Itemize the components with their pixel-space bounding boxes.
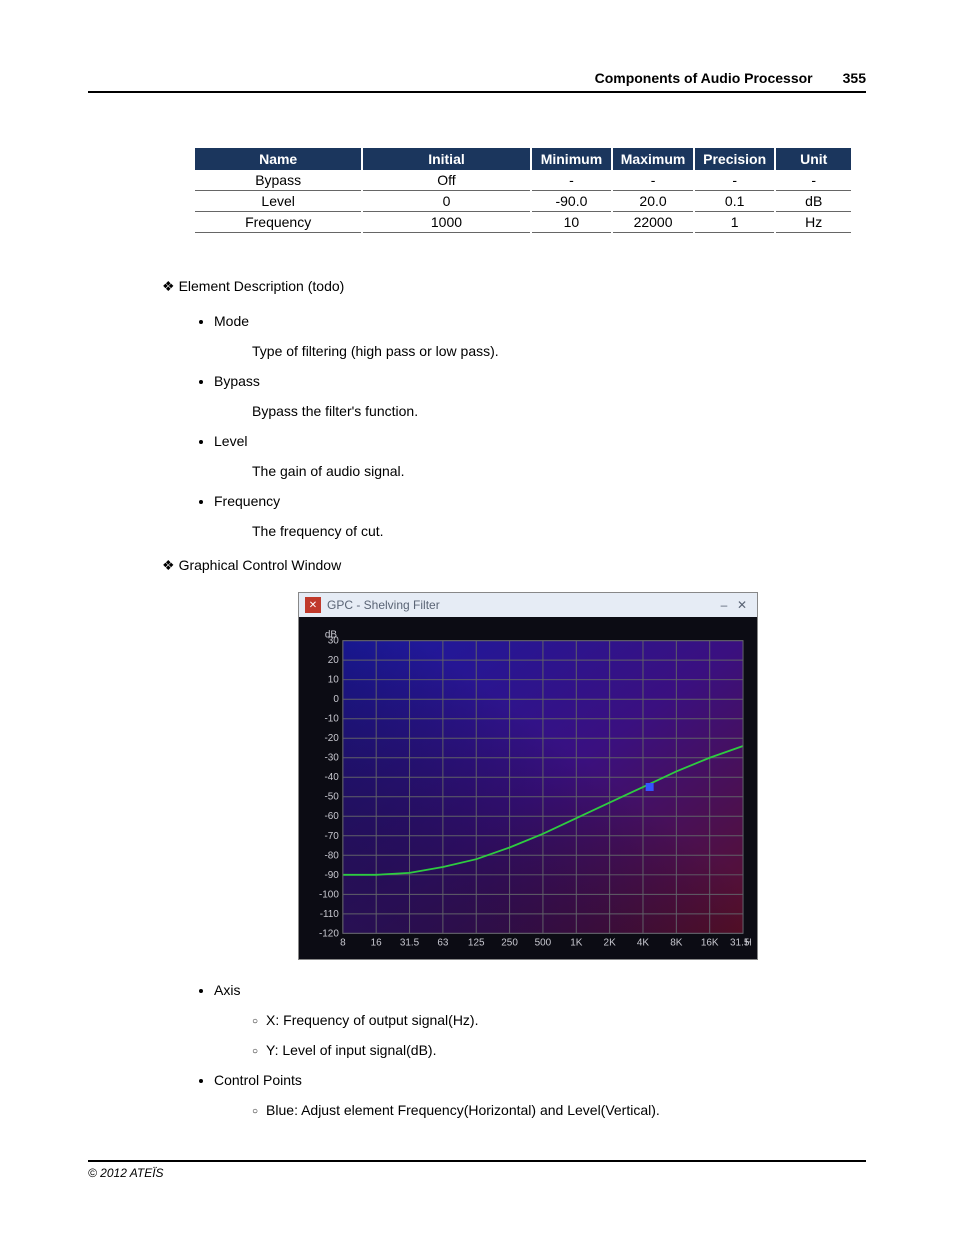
table-cell: -: [694, 170, 776, 191]
element-term: Level: [214, 433, 247, 449]
col-minimum: Minimum: [531, 149, 613, 170]
axis-item: Axis X: Frequency of output signal(Hz).Y…: [214, 982, 866, 1058]
col-initial: Initial: [362, 149, 530, 170]
app-icon: ✕: [305, 597, 321, 613]
svg-text:8K: 8K: [670, 937, 683, 948]
page-header: Components of Audio Processor 355: [88, 70, 866, 93]
element-term: Frequency: [214, 493, 280, 509]
col-name: Name: [194, 149, 362, 170]
element-item: Frequency The frequency of cut.: [214, 493, 866, 539]
close-button[interactable]: ✕: [733, 598, 751, 612]
svg-text:0: 0: [333, 694, 339, 705]
table-cell: Bypass: [194, 170, 362, 191]
svg-text:31.5: 31.5: [400, 937, 420, 948]
axis-subitem: Y: Level of input signal(dB).: [252, 1042, 866, 1058]
page-footer: © 2012 ATEÏS: [88, 1160, 866, 1180]
svg-text:-40: -40: [324, 772, 339, 783]
svg-text:20: 20: [328, 655, 340, 666]
col-precision: Precision: [694, 149, 776, 170]
element-desc: The frequency of cut.: [252, 523, 866, 539]
col-unit: Unit: [775, 149, 852, 170]
table-row: Level0-90.020.00.1dB: [194, 191, 852, 212]
axis-sublist: X: Frequency of output signal(Hz). Y: Lev…: [252, 1012, 866, 1058]
svg-text:-20: -20: [324, 733, 339, 744]
svg-text:-80: -80: [324, 850, 339, 861]
table-cell: 22000: [612, 212, 694, 233]
diamond-icon: ❖: [162, 278, 175, 294]
svg-text:-30: -30: [324, 753, 339, 764]
svg-text:-120: -120: [319, 928, 339, 939]
minimize-button[interactable]: –: [715, 598, 733, 612]
axis-subitem: X: Frequency of output signal(Hz).: [252, 1012, 866, 1028]
table-cell: -: [531, 170, 613, 191]
svg-text:16: 16: [371, 937, 383, 948]
chart-window: ✕ GPC - Shelving Filter – ✕ 3020100-10-2…: [298, 592, 758, 960]
svg-text:-110: -110: [320, 909, 340, 920]
copyright: © 2012 ATEÏS: [88, 1166, 164, 1180]
table-cell: 1000: [362, 212, 530, 233]
element-item: Level The gain of audio signal.: [214, 433, 866, 479]
svg-text:4K: 4K: [637, 937, 650, 948]
svg-text:2K: 2K: [604, 937, 617, 948]
table-cell: 20.0: [612, 191, 694, 212]
svg-text:dB: dB: [325, 630, 338, 641]
svg-text:-50: -50: [324, 792, 339, 803]
chart-body: 3020100-10-20-30-40-50-60-70-80-90-100-1…: [299, 617, 757, 959]
element-term: Bypass: [214, 373, 260, 389]
element-item: Bypass Bypass the filter's function.: [214, 373, 866, 419]
table-cell: 1: [694, 212, 776, 233]
svg-text:-70: -70: [324, 831, 339, 842]
chart-titlebar: ✕ GPC - Shelving Filter – ✕: [299, 593, 757, 617]
element-term: Mode: [214, 313, 249, 329]
control-points-subitem: Blue: Adjust element Frequency(Horizonta…: [252, 1102, 866, 1118]
svg-text:-10: -10: [324, 714, 339, 725]
table-cell: dB: [775, 191, 852, 212]
svg-text:8: 8: [340, 937, 346, 948]
control-points-sublist: Blue: Adjust element Frequency(Horizonta…: [252, 1102, 866, 1118]
element-description-list: ModeType of filtering (high pass or low …: [214, 313, 866, 539]
svg-text:500: 500: [535, 937, 552, 948]
control-points-item: Control Points Blue: Adjust element Freq…: [214, 1072, 866, 1118]
filter-chart[interactable]: 3020100-10-20-30-40-50-60-70-80-90-100-1…: [305, 623, 751, 953]
table-cell: 10: [531, 212, 613, 233]
element-desc: Type of filtering (high pass or low pass…: [252, 343, 866, 359]
header-page-number: 355: [843, 70, 866, 86]
table-header-row: Name Initial Minimum Maximum Precision U…: [194, 149, 852, 170]
svg-text:-100: -100: [319, 889, 339, 900]
svg-text:63: 63: [437, 937, 449, 948]
svg-text:10: 10: [328, 675, 340, 686]
svg-text:-60: -60: [324, 811, 339, 822]
svg-text:250: 250: [501, 937, 518, 948]
table-cell: -: [612, 170, 694, 191]
svg-text:Hz: Hz: [745, 937, 751, 948]
table-cell: 0: [362, 191, 530, 212]
diamond-icon: ❖: [162, 557, 175, 573]
element-description-heading: ❖Element Description (todo): [162, 278, 866, 295]
table-cell: Hz: [775, 212, 852, 233]
graphical-control-heading: ❖Graphical Control Window: [162, 557, 866, 574]
svg-text:16K: 16K: [701, 937, 719, 948]
table-cell: Level: [194, 191, 362, 212]
table-cell: 0.1: [694, 191, 776, 212]
header-title: Components of Audio Processor: [595, 70, 813, 86]
table-row: BypassOff----: [194, 170, 852, 191]
table-cell: -: [775, 170, 852, 191]
element-item: ModeType of filtering (high pass or low …: [214, 313, 866, 359]
col-maximum: Maximum: [612, 149, 694, 170]
table-row: Frequency100010220001Hz: [194, 212, 852, 233]
table-cell: -90.0: [531, 191, 613, 212]
table-cell: Frequency: [194, 212, 362, 233]
svg-text:-90: -90: [324, 870, 339, 881]
svg-text:125: 125: [468, 937, 485, 948]
element-desc: Bypass the filter's function.: [252, 403, 866, 419]
chart-explanation-list: Axis X: Frequency of output signal(Hz).Y…: [214, 982, 866, 1118]
element-desc: The gain of audio signal.: [252, 463, 866, 479]
table-cell: Off: [362, 170, 530, 191]
chart-title: GPC - Shelving Filter: [327, 598, 715, 612]
parameter-table: Name Initial Minimum Maximum Precision U…: [193, 148, 853, 233]
svg-text:1K: 1K: [570, 937, 583, 948]
